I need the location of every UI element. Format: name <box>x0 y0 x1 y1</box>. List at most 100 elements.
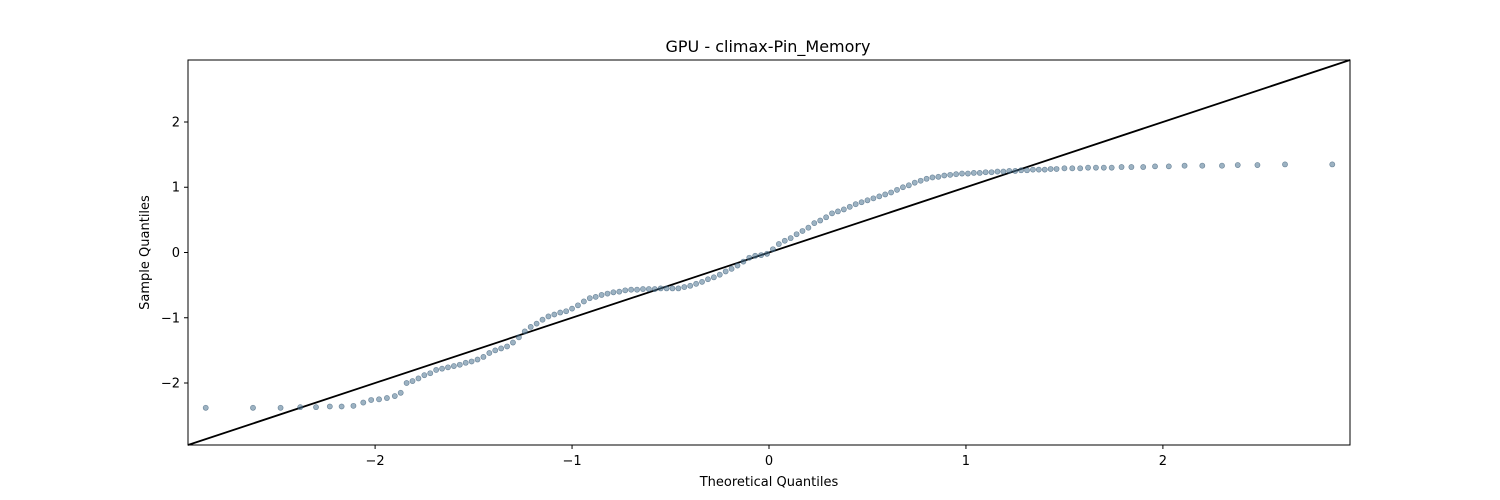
data-point <box>959 170 965 177</box>
data-point <box>1165 163 1172 170</box>
data-point <box>758 252 765 259</box>
y-axis-label: Sample Quantiles <box>138 195 153 310</box>
data-point <box>250 404 256 411</box>
data-point <box>403 380 410 386</box>
data-point <box>1234 162 1241 168</box>
data-point <box>663 285 670 292</box>
data-point <box>557 309 564 316</box>
data-point <box>775 241 782 247</box>
data-point <box>421 372 428 379</box>
y-tick-label: 2 <box>172 115 180 130</box>
data-point <box>781 237 788 244</box>
data-point <box>592 293 599 300</box>
data-point <box>852 201 859 208</box>
data-point <box>699 278 705 285</box>
data-point <box>622 287 629 294</box>
data-point <box>433 367 440 373</box>
data-point <box>811 220 818 227</box>
data-point <box>1199 162 1206 169</box>
y-tick-label: −1 <box>161 311 180 326</box>
data-point <box>498 345 505 352</box>
data-point <box>799 228 806 234</box>
data-point <box>338 403 345 410</box>
data-point <box>1012 168 1019 174</box>
data-point <box>326 403 333 410</box>
data-point <box>563 308 570 315</box>
data-point <box>445 364 451 371</box>
data-point <box>202 404 209 411</box>
data-point <box>687 282 694 289</box>
data-point <box>823 214 830 221</box>
data-point <box>368 397 375 403</box>
data-point <box>1085 164 1091 171</box>
data-point <box>917 177 924 184</box>
data-point <box>705 276 711 283</box>
data-point <box>634 286 640 293</box>
data-point <box>882 191 889 198</box>
data-point <box>297 404 304 411</box>
data-point <box>1093 164 1099 171</box>
data-point <box>439 365 445 372</box>
data-point <box>527 323 534 330</box>
data-point <box>640 286 646 292</box>
data-point <box>864 197 871 204</box>
data-point <box>787 235 794 242</box>
data-point <box>376 396 382 403</box>
data-point <box>953 171 960 178</box>
data-point <box>350 402 357 409</box>
x-tick-label: 1 <box>962 454 970 469</box>
data-point <box>941 172 948 179</box>
data-point <box>450 363 457 369</box>
x-axis-label: Theoretical Quantiles <box>699 475 839 490</box>
data-point <box>610 289 617 296</box>
data-point <box>539 316 546 323</box>
data-point <box>1254 162 1261 168</box>
data-point <box>604 290 611 297</box>
data-point <box>277 404 284 411</box>
data-point <box>675 285 682 292</box>
data-point <box>1108 164 1115 171</box>
data-point <box>1140 164 1147 170</box>
data-point <box>1024 167 1030 174</box>
x-tick-label: 2 <box>1159 454 1167 469</box>
data-point <box>734 262 741 269</box>
data-point <box>911 179 918 186</box>
data-point <box>456 361 463 368</box>
data-point <box>669 285 676 292</box>
data-point <box>710 274 717 281</box>
data-points <box>202 161 1336 411</box>
data-point <box>409 378 416 384</box>
data-point <box>835 208 841 215</box>
data-point <box>468 358 475 365</box>
data-point <box>1069 165 1076 172</box>
data-point <box>462 359 469 366</box>
data-point <box>515 334 522 341</box>
data-point <box>1030 166 1036 173</box>
data-point <box>764 250 770 257</box>
data-point <box>923 175 930 182</box>
data-point <box>846 203 853 210</box>
x-tick-label: 0 <box>765 454 773 469</box>
data-point <box>1035 166 1042 173</box>
data-point <box>474 356 481 363</box>
data-point <box>1047 166 1054 172</box>
data-point <box>1118 164 1125 170</box>
data-point <box>510 339 516 346</box>
data-point <box>858 199 865 206</box>
data-point <box>486 350 493 356</box>
data-point <box>397 389 404 396</box>
data-point <box>693 280 700 287</box>
y-axis: −2 −1 0 1 2 <box>161 115 188 392</box>
data-point <box>1329 161 1336 168</box>
data-point <box>580 298 587 305</box>
data-point <box>935 173 942 180</box>
data-point <box>740 258 747 265</box>
data-point <box>870 195 877 202</box>
data-point <box>1152 163 1158 170</box>
data-point <box>1018 167 1024 174</box>
data-point <box>360 399 367 406</box>
data-point <box>1061 165 1068 172</box>
data-point <box>492 347 499 354</box>
data-point <box>722 268 729 275</box>
